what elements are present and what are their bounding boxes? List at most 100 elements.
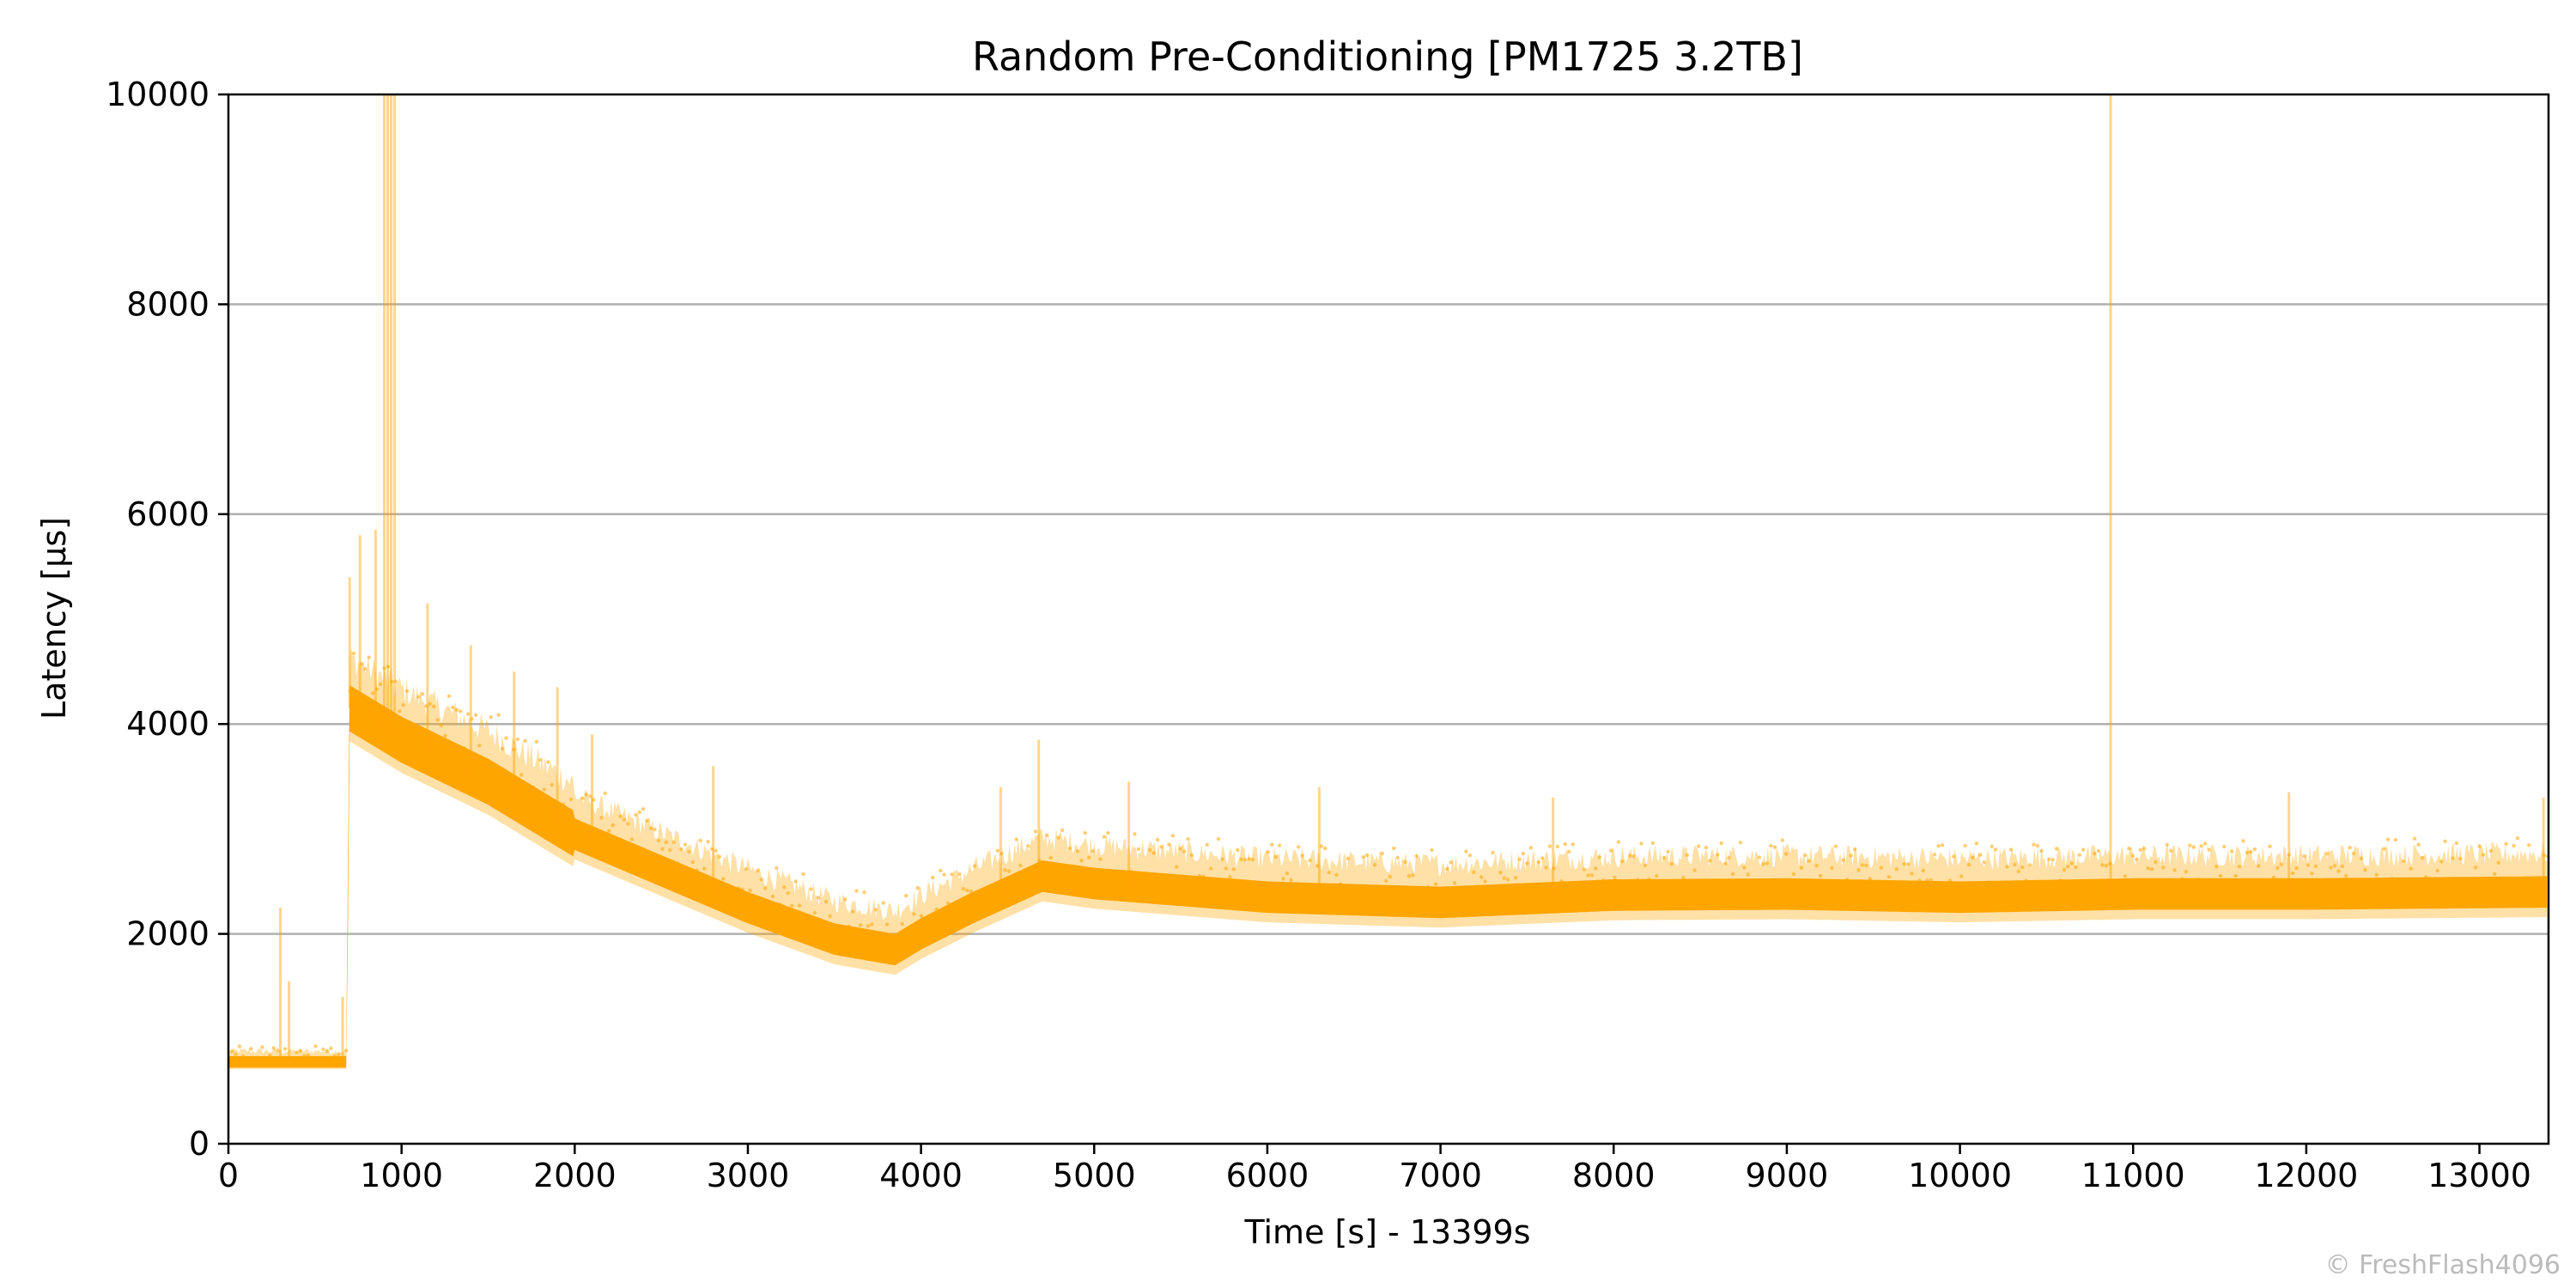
latency-point: [1350, 887, 1354, 891]
latency-point: [2035, 843, 2040, 848]
latency-point: [2165, 842, 2169, 847]
latency-point: [1563, 841, 1568, 847]
latency-point: [1601, 878, 1606, 883]
latency-point: [2249, 849, 2253, 854]
latency-point: [1452, 881, 1457, 885]
latency-point: [664, 840, 668, 844]
latency-point: [317, 1057, 322, 1061]
latency-point: [1753, 878, 1758, 883]
latency-point: [2534, 876, 2539, 880]
latency-point: [2020, 865, 2025, 870]
latency-point: [343, 1048, 349, 1053]
latency-point: [820, 928, 824, 933]
latency-point: [306, 1053, 310, 1058]
latency-point: [1917, 878, 1922, 883]
latency-point: [2519, 884, 2524, 890]
latency-point: [1239, 857, 1243, 861]
latency-point: [756, 868, 760, 873]
latency-point: [451, 705, 455, 710]
latency-point: [1613, 875, 1617, 880]
latency-point: [1189, 853, 1194, 858]
latency-point: [603, 791, 607, 796]
latency-point: [2013, 862, 2017, 867]
latency-point: [1582, 867, 1587, 872]
latency-point: [1486, 896, 1492, 901]
latency-point: [1608, 848, 1613, 853]
latency-point: [1388, 874, 1392, 879]
latency-point: [1109, 878, 1115, 883]
latency-point: [1681, 876, 1686, 880]
latency-point: [2462, 888, 2466, 893]
latency-point: [1220, 857, 1224, 861]
latency-point: [1746, 872, 1750, 877]
latency-point: [1030, 872, 1034, 877]
latency-point: [1616, 840, 1621, 844]
latency-point: [1814, 864, 1819, 868]
latency-point: [1940, 843, 1945, 848]
latency-point: [1236, 848, 1240, 853]
latency-point: [1117, 876, 1121, 880]
latency-point: [896, 939, 901, 943]
latency-point: [1323, 846, 1327, 851]
latency-point: [1838, 879, 1842, 884]
latency-point: [709, 847, 714, 851]
latency-point: [2420, 855, 2425, 860]
latency-point: [584, 793, 588, 797]
y-tick-label-0: 0: [189, 1125, 210, 1163]
latency-point: [1696, 844, 1701, 848]
latency-point: [576, 819, 580, 824]
latency-point: [573, 817, 577, 822]
latency-point: [1098, 857, 1103, 861]
latency-point: [2210, 890, 2215, 896]
latency-point: [862, 890, 866, 895]
latency-point: [526, 799, 532, 804]
latency-point: [477, 744, 482, 748]
latency-point: [2336, 869, 2341, 873]
latency-point: [1833, 844, 1838, 848]
latency-point: [945, 901, 951, 906]
latency-point: [714, 848, 718, 853]
latency-point: [2032, 842, 2036, 847]
latency-point: [1966, 862, 1971, 867]
latency-point: [1822, 889, 1826, 893]
latency-point: [2473, 866, 2478, 870]
latency-point: [1292, 895, 1297, 899]
latency-point: [858, 923, 863, 927]
latency-point: [1574, 889, 1579, 894]
latency-point: [1864, 863, 1868, 868]
latency-point: [2142, 847, 2147, 851]
latency-point: [1014, 837, 1019, 841]
latency-point: [607, 829, 611, 833]
latency-point: [1788, 890, 1792, 895]
latency-point: [1380, 851, 1385, 856]
latency-point: [2523, 885, 2527, 890]
latency-point: [470, 717, 474, 721]
latency-point: [1795, 890, 1800, 895]
latency-point: [1228, 875, 1232, 879]
latency-point: [1491, 850, 1495, 855]
latency-point: [485, 762, 489, 768]
latency-point: [1128, 869, 1133, 873]
latency-point: [626, 822, 630, 826]
latency-point: [1521, 852, 1526, 856]
latency-point: [873, 908, 878, 912]
latency-point: [1849, 854, 1853, 858]
latency-point: [919, 914, 924, 919]
x-tick-label-9: 9000: [1746, 1157, 1829, 1194]
latency-point: [2405, 882, 2409, 886]
latency-point: [614, 846, 619, 850]
latency-point: [481, 759, 485, 764]
latency-point: [2393, 837, 2398, 842]
latency-point: [1544, 866, 1548, 870]
latency-point: [1963, 843, 1967, 848]
latency-point: [1091, 849, 1095, 854]
latency-point: [1262, 888, 1267, 892]
latency-point: [2161, 866, 2166, 870]
latency-point: [1319, 844, 1324, 848]
latency-point: [2435, 868, 2439, 873]
latency-point: [1803, 853, 1807, 858]
copyright-credit: © FreshFlash4096: [2325, 1250, 2561, 1280]
latency-point: [634, 812, 638, 817]
latency-point: [1777, 889, 1781, 894]
